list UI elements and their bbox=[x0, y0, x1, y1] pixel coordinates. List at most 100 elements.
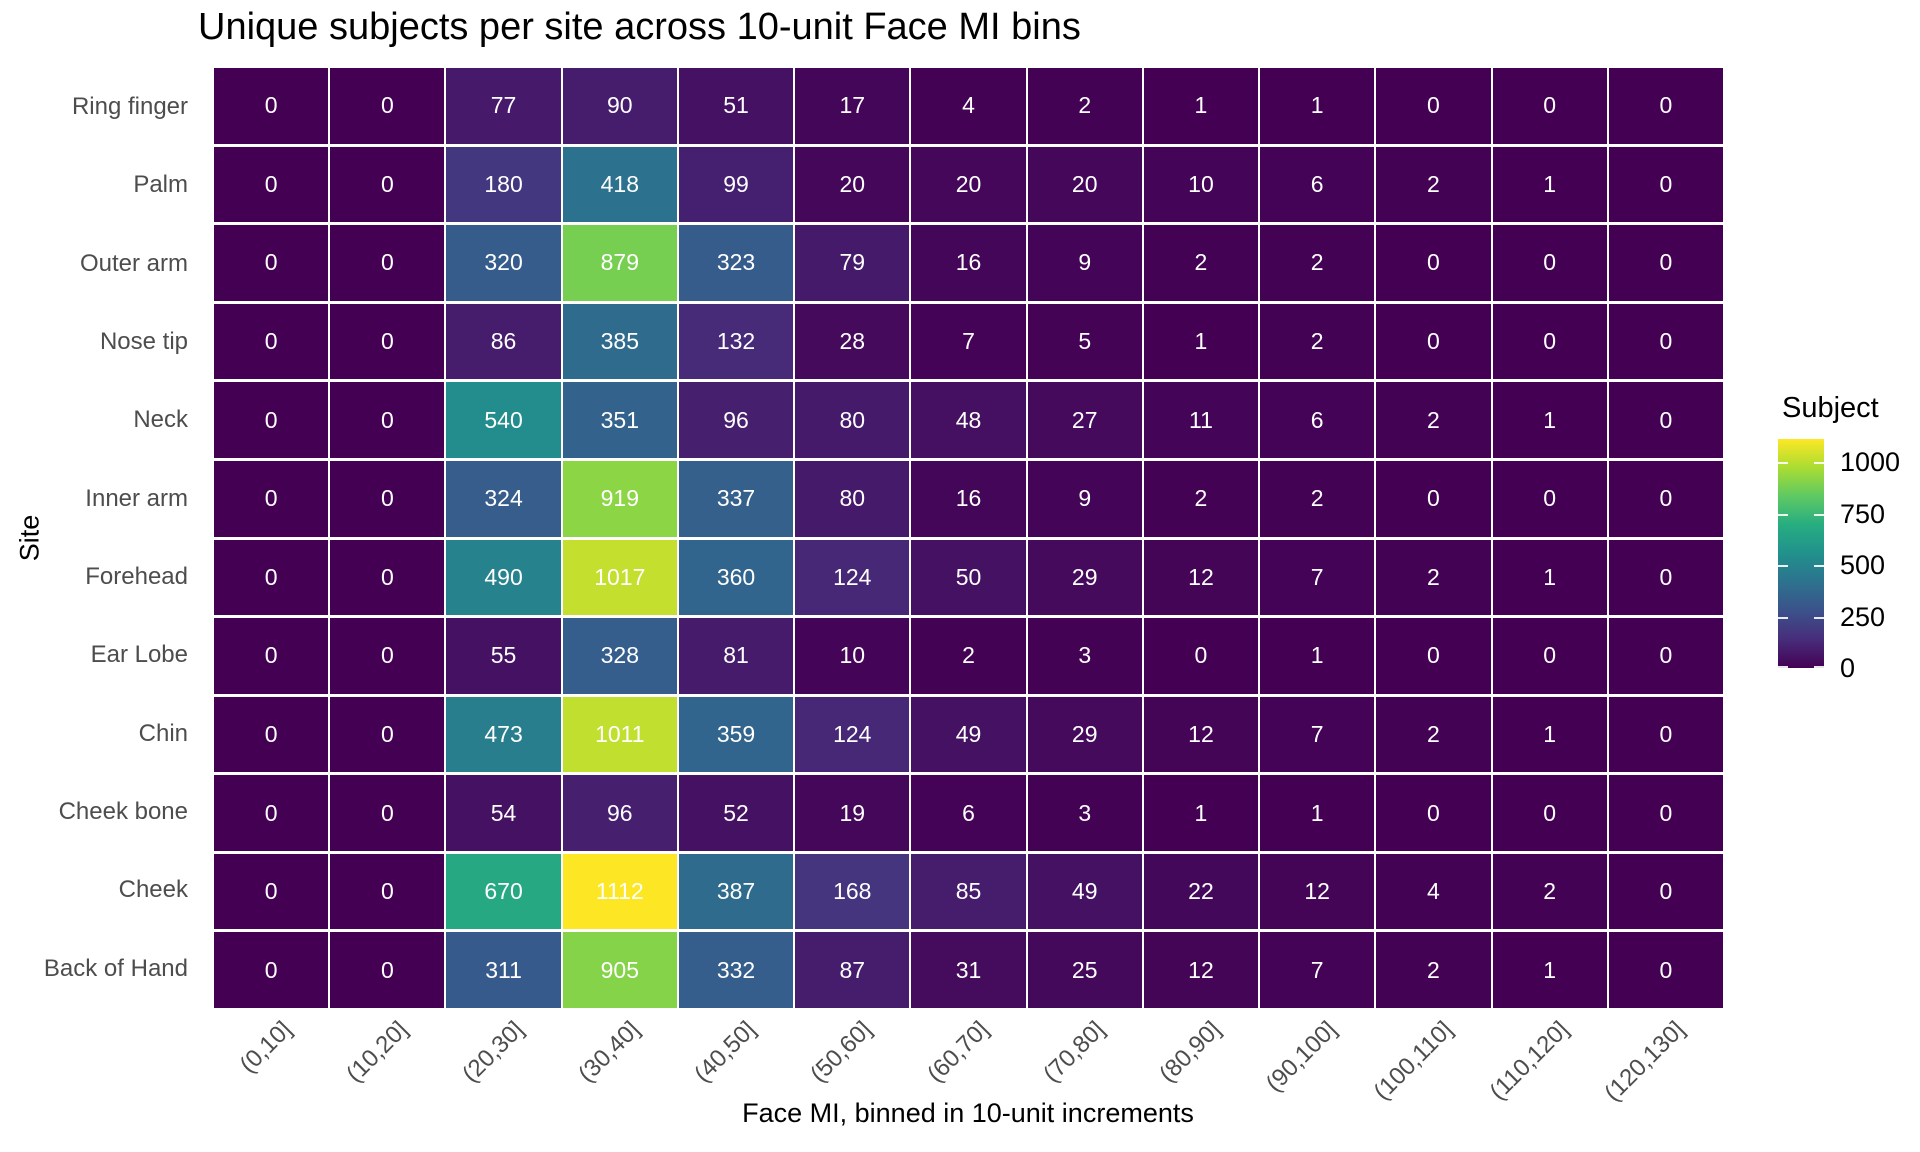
heatmap-cell: 0 bbox=[214, 146, 329, 223]
heatmap-cell: 0 bbox=[214, 618, 329, 694]
heatmap-cell-value: 1 bbox=[1310, 92, 1324, 119]
legend-tick-label: 250 bbox=[1840, 601, 1886, 632]
heatmap-cell: 180 bbox=[446, 146, 561, 223]
heatmap-cell-value: 5 bbox=[1078, 328, 1092, 355]
heatmap-cell-value: 0 bbox=[1659, 799, 1673, 826]
heatmap-cell: 0 bbox=[1492, 618, 1607, 694]
heatmap-cell: 124 bbox=[795, 696, 910, 773]
heatmap-cell-value: 2 bbox=[1427, 170, 1440, 197]
heatmap-cell: 2 bbox=[1376, 696, 1491, 773]
heatmap-cell: 85 bbox=[911, 853, 1026, 930]
heatmap-cell-value: 337 bbox=[716, 485, 756, 512]
heatmap-cell-value: 168 bbox=[833, 878, 872, 905]
heatmap-cell-value: 52 bbox=[723, 799, 749, 826]
heatmap-cell-value: 0 bbox=[264, 642, 278, 669]
heatmap-cell: 3 bbox=[1027, 775, 1142, 851]
heatmap-cell-value: 9 bbox=[1078, 485, 1092, 512]
heatmap-cell: 2 bbox=[1376, 146, 1491, 223]
heatmap-cell-value: 12 bbox=[1304, 878, 1330, 905]
chart-title: Unique subjects per site across 10-unit … bbox=[198, 6, 1081, 48]
legend-tick-label: 1000 bbox=[1840, 447, 1901, 478]
heatmap-cell: 328 bbox=[562, 618, 677, 694]
heatmap-cell: 0 bbox=[1608, 932, 1723, 1008]
heatmap-cell-value: 1 bbox=[1310, 642, 1324, 669]
heatmap-cell-value: 7 bbox=[1310, 956, 1324, 983]
heatmap-cell: 7 bbox=[1260, 539, 1375, 616]
heatmap-cell: 1 bbox=[1492, 539, 1607, 616]
heatmap-cell: 0 bbox=[1492, 303, 1607, 380]
heatmap-cell-value: 473 bbox=[484, 720, 523, 747]
x-tick-label: (100,110] bbox=[1368, 1016, 1458, 1106]
heatmap-cell-value: 99 bbox=[723, 170, 749, 197]
heatmap-cell-value: 0 bbox=[264, 799, 278, 826]
heatmap-cell-value: 81 bbox=[723, 642, 749, 669]
heatmap-cell-value: 2 bbox=[1078, 92, 1092, 119]
heatmap-cell-value: 879 bbox=[600, 249, 639, 276]
heatmap-cell-value: 31 bbox=[955, 956, 982, 983]
heatmap-cell-value: 0 bbox=[264, 328, 278, 355]
heatmap-cell-value: 2 bbox=[1543, 878, 1557, 905]
heatmap-cell: 132 bbox=[678, 303, 794, 380]
heatmap-cell: 77 bbox=[446, 68, 561, 144]
heatmap-cell-value: 29 bbox=[1071, 720, 1098, 747]
heatmap-cell: 0 bbox=[214, 696, 329, 773]
heatmap-cell-value: 311 bbox=[485, 956, 522, 983]
heatmap-cell-value: 0 bbox=[1659, 92, 1673, 119]
heatmap-cell: 2 bbox=[1143, 225, 1259, 301]
heatmap-cell: 80 bbox=[795, 460, 910, 537]
heatmap-cell: 0 bbox=[1376, 618, 1491, 694]
heatmap-cell-value: 0 bbox=[264, 92, 278, 119]
heatmap-cell-value: 1 bbox=[1543, 170, 1557, 197]
heatmap-cell: 0 bbox=[1608, 303, 1723, 380]
heatmap-cell: 385 bbox=[562, 303, 677, 380]
heatmap-cell-value: 49 bbox=[955, 720, 982, 747]
heatmap-cell-value: 0 bbox=[264, 878, 278, 905]
heatmap-cell: 49 bbox=[911, 696, 1026, 773]
heatmap-cell: 670 bbox=[446, 853, 561, 930]
heatmap-cell-value: 0 bbox=[380, 878, 394, 905]
heatmap-cell-value: 12 bbox=[1188, 563, 1214, 590]
heatmap-cell-value: 0 bbox=[380, 956, 394, 983]
heatmap-cell-value: 12 bbox=[1188, 956, 1214, 983]
heatmap-cell: 0 bbox=[1143, 618, 1259, 694]
heatmap-cell-value: 0 bbox=[1543, 328, 1557, 355]
heatmap-cell: 0 bbox=[330, 460, 445, 537]
heatmap-cell-value: 2 bbox=[1427, 563, 1440, 590]
y-tick-label: Inner arm bbox=[85, 484, 188, 512]
heatmap-cell-value: 0 bbox=[1659, 485, 1673, 512]
heatmap-cell: 0 bbox=[1608, 618, 1723, 694]
heatmap-cell-value: 2 bbox=[1427, 956, 1440, 983]
heatmap-cell: 4 bbox=[911, 68, 1026, 144]
heatmap-cell-value: 0 bbox=[380, 642, 394, 669]
heatmap-cell: 0 bbox=[330, 68, 445, 144]
heatmap-cell: 81 bbox=[678, 618, 794, 694]
y-tick-label: Back of Hand bbox=[43, 954, 188, 982]
heatmap-cell-value: 87 bbox=[839, 956, 866, 983]
heatmap-cell: 540 bbox=[446, 382, 561, 458]
x-tick-label: (40,50] bbox=[689, 1016, 762, 1088]
heatmap-cell-value: 7 bbox=[1310, 720, 1324, 747]
heatmap-cell-value: 0 bbox=[380, 249, 394, 276]
heatmap-cell-value: 79 bbox=[839, 249, 866, 276]
heatmap-cell: 0 bbox=[330, 696, 445, 773]
heatmap-cell-value: 0 bbox=[1427, 799, 1440, 826]
heatmap-cell-value: 359 bbox=[716, 720, 756, 747]
heatmap-cell-value: 1 bbox=[1194, 799, 1208, 826]
heatmap-cell: 28 bbox=[795, 303, 910, 380]
heatmap-cell: 168 bbox=[795, 853, 910, 930]
heatmap-cell: 1017 bbox=[562, 539, 677, 616]
heatmap-cell: 11 bbox=[1143, 382, 1259, 458]
heatmap-cell: 905 bbox=[562, 932, 677, 1008]
legend-colorbar bbox=[1778, 439, 1824, 668]
heatmap-cell-value: 2 bbox=[1194, 249, 1208, 276]
heatmap-cell-value: 77 bbox=[490, 92, 517, 119]
heatmap-cell-value: 16 bbox=[955, 485, 982, 512]
heatmap-cell: 0 bbox=[214, 775, 329, 851]
heatmap-cell-value: 0 bbox=[1427, 485, 1440, 512]
heatmap-cell-value: 2 bbox=[1427, 406, 1440, 433]
heatmap-cell-value: 10 bbox=[1188, 170, 1214, 197]
heatmap-cell: 96 bbox=[562, 775, 677, 851]
heatmap-cell: 19 bbox=[795, 775, 910, 851]
heatmap-cell-value: 0 bbox=[1427, 249, 1440, 276]
